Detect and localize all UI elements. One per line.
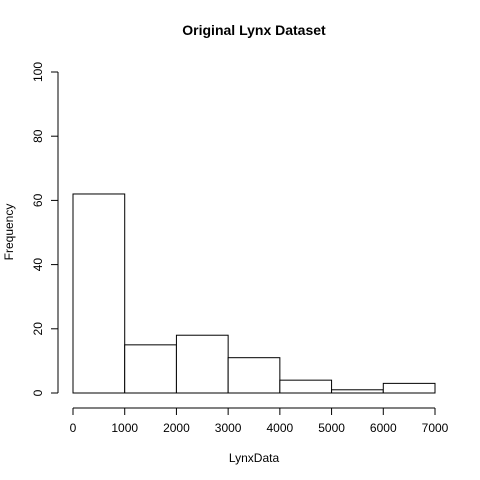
- y-axis-label: Frequency: [2, 204, 16, 261]
- y-tick-label: 40: [31, 258, 45, 272]
- y-tick-label: 20: [31, 322, 45, 336]
- histogram-bar-0: [72, 193, 126, 394]
- x-tick-label: 1000: [111, 421, 138, 435]
- histogram-bar-2: [175, 334, 229, 394]
- histogram-bar-3: [227, 357, 281, 394]
- y-tick-label: 60: [31, 193, 45, 207]
- chart-title: Original Lynx Dataset: [182, 22, 326, 38]
- y-tick-label: 0: [31, 389, 45, 396]
- histogram-bar-5: [331, 389, 384, 394]
- y-axis: 0 20 40 60 80 100: [31, 62, 59, 396]
- x-tick-label: 2000: [163, 421, 190, 435]
- x-tick-label: 7000: [422, 421, 449, 435]
- x-tick-label: 3000: [215, 421, 242, 435]
- x-tick-label: 4000: [267, 421, 294, 435]
- y-tick-label: 80: [31, 129, 45, 143]
- x-axis: 0 1000 2000 3000 4000 5000 6000 7000: [70, 407, 449, 435]
- histogram-bar-6: [382, 382, 436, 394]
- x-tick-label: 0: [70, 421, 77, 435]
- y-tick-label: 100: [31, 62, 45, 82]
- x-tick-label: 5000: [318, 421, 345, 435]
- histogram-bar-1: [124, 344, 177, 394]
- x-axis-label: LynxData: [229, 451, 280, 465]
- histogram-bar-4: [279, 379, 333, 394]
- bars-group: [72, 193, 436, 394]
- x-tick-label: 6000: [370, 421, 397, 435]
